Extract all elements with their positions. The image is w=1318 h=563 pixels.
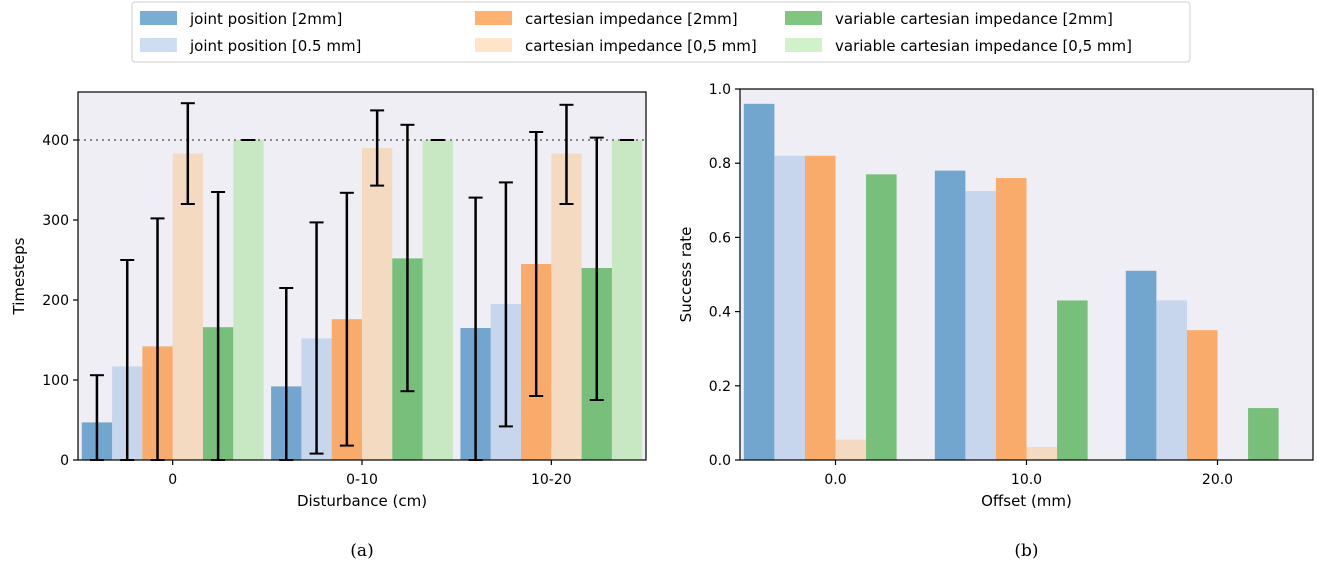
bar — [422, 140, 453, 460]
x-tick-label: 0-10 — [346, 472, 378, 488]
bar — [1057, 300, 1088, 460]
bar — [362, 148, 393, 460]
bar — [774, 155, 805, 460]
legend-swatch — [785, 11, 822, 25]
legend-swatch — [785, 38, 822, 52]
legend-label: joint position [0.5 mm] — [189, 37, 361, 55]
x-axis-label: Offset (mm) — [981, 492, 1072, 510]
bar — [1248, 408, 1279, 460]
legend-swatch — [140, 11, 177, 25]
y-tick-label: 0.6 — [709, 230, 731, 246]
subfigure-caption: (a) — [350, 541, 373, 561]
y-axis-label: Success rate — [677, 227, 695, 323]
subfigure-caption: (b) — [1014, 541, 1038, 561]
y-tick-label: 0.4 — [709, 305, 731, 321]
legend-swatch — [475, 11, 512, 25]
bar — [995, 178, 1027, 461]
bar — [804, 155, 836, 460]
y-tick-label: 0.0 — [709, 453, 731, 469]
bar — [835, 439, 867, 460]
y-axis-label: Timesteps — [10, 237, 28, 315]
y-tick-label: 400 — [42, 133, 69, 149]
y-tick-label: 100 — [42, 373, 69, 389]
y-tick-label: 300 — [42, 213, 69, 229]
legend-frame — [131, 1, 1191, 63]
bar — [1026, 447, 1058, 460]
bar — [1156, 300, 1187, 460]
x-tick-label: 10-20 — [531, 472, 572, 488]
legend-label: variable cartesian impedance [0,5 mm] — [835, 37, 1132, 55]
bar — [1186, 330, 1218, 460]
bar — [743, 103, 775, 460]
bar — [611, 140, 643, 460]
legend-swatch — [140, 38, 177, 52]
y-tick-label: 1.0 — [709, 82, 731, 98]
chart-success-rate: 0.0 0.2 0.4 0.6 0.8 1.0 0.0 10.0 20.0 Offset (mm)… — [677, 82, 1314, 561]
y-tick-label: 0 — [60, 453, 69, 469]
bar — [965, 191, 996, 460]
bar — [233, 140, 264, 460]
x-tick-label: 0.0 — [824, 472, 846, 488]
legend-label: cartesian impedance [0,5 mm] — [525, 37, 757, 55]
legend-label: joint position [2mm] — [189, 10, 342, 28]
chart-timesteps: 0 100 200 300 400 0 0-10 10-20 Disturbance (cm) T… — [10, 91, 647, 561]
bar — [866, 174, 897, 460]
y-tick-label: 200 — [42, 293, 69, 309]
legend: joint position [2mm] joint position [0.5 … — [131, 1, 1191, 63]
y-tick-label: 0.8 — [709, 156, 731, 172]
legend-label: cartesian impedance [2mm] — [525, 10, 738, 28]
legend-swatch — [475, 38, 512, 52]
bar — [934, 170, 966, 460]
legend-label: variable cartesian impedance [2mm] — [835, 10, 1113, 28]
bar — [1125, 270, 1157, 460]
x-tick-label: 10.0 — [1011, 472, 1042, 488]
x-tick-label: 20.0 — [1202, 472, 1233, 488]
x-tick-label: 0 — [168, 472, 177, 488]
x-axis-label: Disturbance (cm) — [297, 492, 427, 510]
y-tick-label: 0.2 — [709, 379, 731, 395]
